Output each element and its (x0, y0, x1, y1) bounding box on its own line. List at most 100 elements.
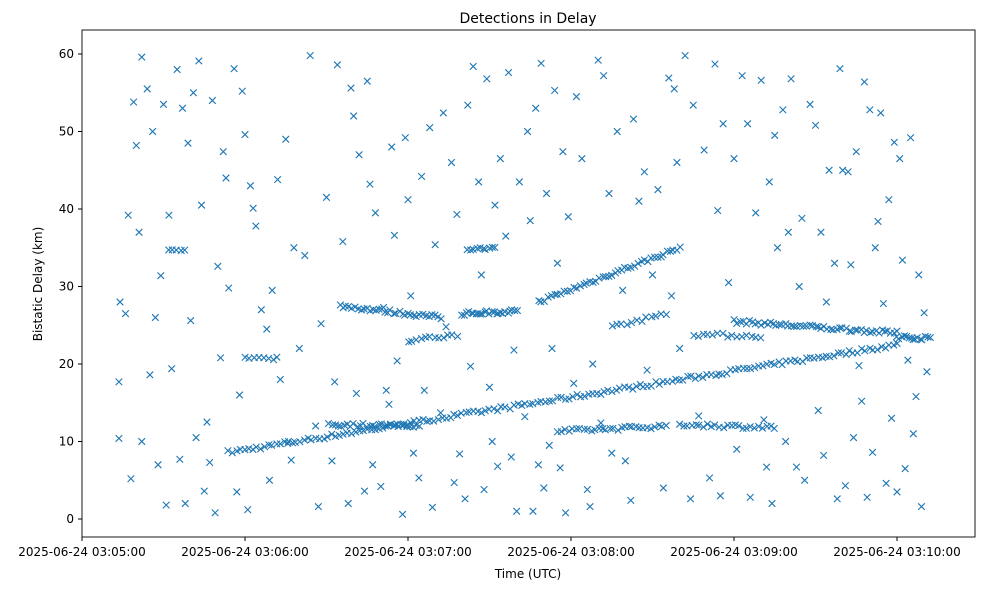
data-point (135, 228, 143, 236)
track-2-point (371, 422, 379, 431)
data-point (849, 433, 858, 442)
data-point (214, 262, 222, 271)
data-point (540, 484, 548, 492)
data-point (159, 100, 168, 109)
track-4-point (851, 326, 860, 334)
plot-frame (81, 29, 976, 538)
track-2-point (334, 422, 343, 430)
data-point (431, 240, 439, 249)
data-point (531, 104, 540, 112)
data-point (507, 453, 515, 461)
track-3-point (640, 256, 649, 264)
data-point (455, 450, 464, 458)
data-point (246, 182, 255, 190)
track-0-point (684, 372, 692, 381)
track-7-point (513, 306, 522, 315)
data-point (822, 298, 831, 306)
data-point (409, 449, 418, 457)
track-4-point (730, 315, 738, 324)
data-point (249, 204, 257, 212)
data-point (488, 437, 496, 446)
data-point (284, 437, 293, 446)
data-point (328, 457, 336, 465)
data-point (121, 309, 130, 318)
track-5-point (692, 421, 701, 429)
track-12-point (405, 338, 413, 346)
data-point (529, 507, 537, 515)
data-point (746, 493, 754, 501)
data-point (314, 502, 323, 511)
y-tick-label: 20 (59, 357, 74, 371)
track-2-point (403, 422, 411, 431)
track-0-point (759, 362, 767, 370)
data-point (906, 134, 915, 142)
data-point (115, 378, 123, 386)
track-7-point (488, 307, 496, 316)
data-point (252, 222, 260, 230)
track-4-point (736, 318, 745, 326)
data-point (333, 61, 342, 69)
track-4-point (790, 322, 798, 331)
track-0-point (554, 393, 562, 402)
data-point (197, 201, 206, 209)
data-point (146, 371, 154, 379)
track-0-point (625, 383, 633, 391)
track-0-point (655, 380, 663, 388)
track-2-point (324, 419, 333, 428)
track-0-point (810, 354, 818, 362)
data-point (608, 449, 616, 457)
data-point (879, 299, 888, 308)
track-0-point (695, 372, 703, 380)
data-point (186, 316, 195, 325)
track-0-point (288, 439, 297, 447)
track-4-point (827, 325, 835, 334)
data-point (178, 104, 187, 112)
data-point (415, 474, 423, 482)
data-point (238, 87, 246, 95)
track-3-point (634, 259, 642, 268)
data-point (464, 101, 472, 109)
data-point (572, 92, 581, 101)
data-point (129, 98, 138, 106)
track-2-point (375, 420, 383, 429)
track-13-point (694, 332, 702, 341)
data-point (477, 271, 486, 279)
data-point (771, 131, 779, 140)
track-0-point (434, 415, 443, 424)
data-point (428, 503, 437, 512)
data-point (276, 375, 285, 384)
track-5-point (695, 421, 703, 429)
track-0-point (739, 364, 748, 373)
track-9-point (180, 246, 189, 254)
track-10-point (894, 335, 903, 343)
track-3-point (560, 287, 568, 295)
data-point (689, 101, 697, 109)
data-point (594, 56, 602, 64)
track-3-point (676, 243, 684, 251)
data-point (461, 495, 469, 503)
data-point (773, 244, 782, 252)
data-point (523, 127, 532, 136)
track-0-point (679, 376, 687, 384)
data-point (273, 175, 282, 184)
data-point (635, 197, 643, 205)
track-11-point (273, 353, 281, 361)
track-0-point (834, 349, 843, 357)
data-point (265, 476, 274, 484)
data-point (915, 271, 923, 279)
data-point (366, 180, 374, 188)
track-0-point (228, 449, 236, 457)
data-point (205, 458, 214, 467)
x-axis-label: Time (UTC) (494, 567, 561, 581)
data-point (814, 406, 822, 415)
data-point (605, 189, 613, 198)
track-12-point (440, 334, 448, 342)
x-tick-label: 2025-06-24 03:09:00 (670, 545, 797, 559)
track-0-point (300, 436, 309, 444)
track-5-point (754, 422, 763, 431)
data-point (368, 461, 377, 469)
data-point (263, 325, 271, 333)
data-point (719, 120, 727, 128)
data-point (388, 143, 396, 151)
